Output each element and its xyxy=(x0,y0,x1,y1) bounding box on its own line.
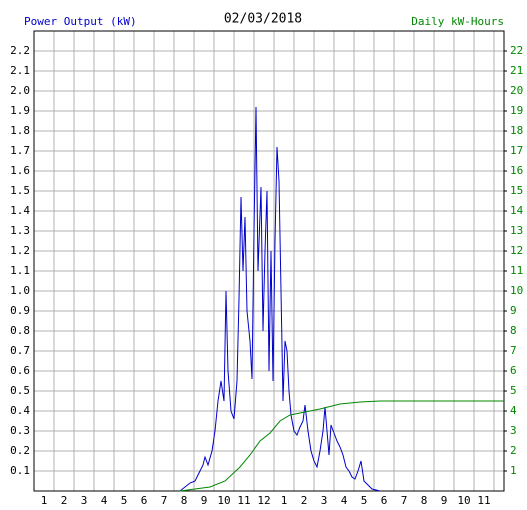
x-tick-label: 8 xyxy=(421,494,428,507)
y2-tick-label: 10 xyxy=(510,284,523,297)
x-tick-label: 6 xyxy=(381,494,388,507)
x-tick-label: 3 xyxy=(321,494,328,507)
x-tick-label: 5 xyxy=(121,494,128,507)
x-tick-label: 4 xyxy=(341,494,348,507)
y-tick-label: 1.0 xyxy=(10,284,30,297)
y2-tick-label: 7 xyxy=(510,344,517,357)
y-tick-label: 0.9 xyxy=(10,304,30,317)
chart-title: 02/03/2018 xyxy=(224,12,302,27)
x-tick-label: 10 xyxy=(217,494,230,507)
x-tick-label: 1 xyxy=(281,494,288,507)
x-tick-label: 8 xyxy=(181,494,188,507)
x-tick-label: 3 xyxy=(81,494,88,507)
y2-tick-label: 17 xyxy=(510,144,523,157)
y2-tick-label: 9 xyxy=(510,304,517,317)
y2-tick-label: 8 xyxy=(510,324,517,337)
y-tick-label: 1.5 xyxy=(10,184,30,197)
y2-tick-label: 22 xyxy=(510,44,523,57)
y-tick-label: 0.3 xyxy=(10,424,30,437)
y2-tick-label: 20 xyxy=(510,84,523,97)
y-tick-label: 1.1 xyxy=(10,264,30,277)
y-tick-label: 2.2 xyxy=(10,44,30,57)
x-tick-label: 1 xyxy=(41,494,48,507)
y2-tick-label: 11 xyxy=(510,264,523,277)
data-line xyxy=(179,106,381,492)
y-tick-label: 2.0 xyxy=(10,84,30,97)
y2-tick-label: 15 xyxy=(510,184,523,197)
y2-tick-label: 2 xyxy=(510,444,517,457)
y-tick-label: 0.7 xyxy=(10,344,30,357)
y-tick-label: 0.6 xyxy=(10,364,30,377)
y-tick-label: 0.5 xyxy=(10,384,30,397)
y2-tick-label: 16 xyxy=(510,164,523,177)
y-tick-label: 2.1 xyxy=(10,64,30,77)
x-tick-label: 12 xyxy=(257,494,270,507)
y2-tick-label: 6 xyxy=(510,364,517,377)
y2-tick-label: 3 xyxy=(510,424,517,437)
y2-tick-label: 19 xyxy=(510,104,523,117)
y2-tick-label: 21 xyxy=(510,64,523,77)
x-tick-label: 10 xyxy=(457,494,470,507)
x-tick-label: 4 xyxy=(101,494,108,507)
x-tick-label: 11 xyxy=(237,494,250,507)
y-tick-label: 1.8 xyxy=(10,124,30,137)
x-tick-label: 6 xyxy=(141,494,148,507)
x-tick-label: 2 xyxy=(301,494,308,507)
y-tick-label: 0.1 xyxy=(10,464,30,477)
x-tick-label: 9 xyxy=(201,494,208,507)
y2-tick-label: 18 xyxy=(510,124,523,137)
y-tick-label: 1.3 xyxy=(10,224,30,237)
y-tick-label: 0.2 xyxy=(10,444,30,457)
x-tick-label: 9 xyxy=(441,494,448,507)
x-tick-label: 5 xyxy=(361,494,368,507)
y-tick-label: 1.6 xyxy=(10,164,30,177)
y-tick-label: 1.7 xyxy=(10,144,30,157)
plot-frame xyxy=(33,30,505,492)
y2-tick-label: 1 xyxy=(510,464,517,477)
x-tick-label: 2 xyxy=(61,494,68,507)
x-tick-label: 11 xyxy=(477,494,490,507)
y-tick-label: 0.8 xyxy=(10,324,30,337)
y-axis-label: Power Output (kW) xyxy=(24,15,137,28)
x-tick-label: 7 xyxy=(401,494,408,507)
y2-tick-label: 14 xyxy=(510,204,524,217)
y2-tick-label: 4 xyxy=(510,404,517,417)
y-tick-label: 1.9 xyxy=(10,104,30,117)
y2-tick-label: 5 xyxy=(510,384,517,397)
y2-tick-label: 12 xyxy=(510,244,523,257)
y-tick-label: 1.4 xyxy=(10,204,30,217)
y2-axis-label: Daily kW-Hours xyxy=(411,15,504,28)
y2-tick-label: 13 xyxy=(510,224,523,237)
y-tick-label: 0.4 xyxy=(10,404,30,417)
x-tick-label: 7 xyxy=(161,494,168,507)
y-tick-label: 1.2 xyxy=(10,244,30,257)
data-line xyxy=(179,400,504,492)
